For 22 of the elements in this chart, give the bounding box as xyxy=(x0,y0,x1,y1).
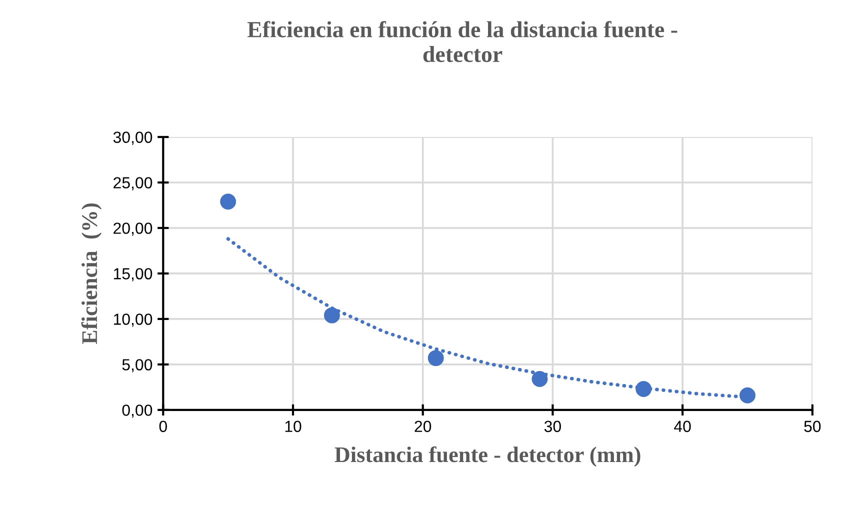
point xyxy=(220,194,236,210)
x-tick-label: 0 xyxy=(159,420,167,432)
y-tick-label: 30,00 xyxy=(113,132,152,145)
point xyxy=(740,387,756,404)
point xyxy=(532,371,548,387)
y-tick-label: 0,00 xyxy=(122,404,152,418)
point xyxy=(636,381,652,397)
x-tick-label: 10 xyxy=(285,420,302,432)
x-axis-title: Distancia fuente - detector (mm) xyxy=(334,446,640,467)
x-tick-label: 20 xyxy=(414,420,432,432)
y-axis-title: Eficiencia (%) xyxy=(81,203,102,344)
x-tick-label: 30 xyxy=(544,420,561,432)
x-tick-label: 50 xyxy=(804,420,821,432)
y-tick-label: 5,00 xyxy=(122,359,152,372)
y-tick-label: 25,00 xyxy=(114,177,152,190)
x-tick-label: 40 xyxy=(674,420,691,432)
point xyxy=(428,350,444,366)
y-tick-label: 10,00 xyxy=(114,314,152,327)
point xyxy=(324,307,340,324)
y-tick-label: 15,00 xyxy=(114,268,152,282)
chart-title: Eficiencia en función de la distancia fuente - detector xyxy=(247,21,678,62)
y-tick-label: 20,00 xyxy=(114,222,152,236)
